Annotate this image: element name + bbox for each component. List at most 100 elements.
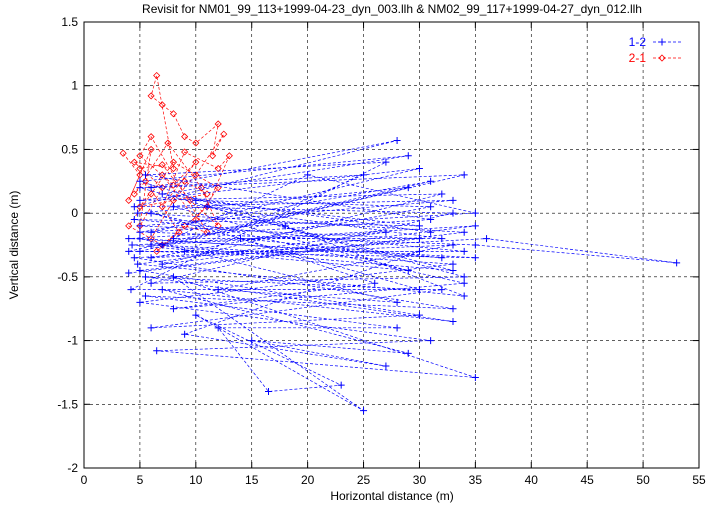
x-tick-label: 15 [245, 473, 259, 487]
data-point [128, 241, 136, 249]
data-point [147, 228, 155, 236]
y-tick-label: 0 [71, 206, 78, 220]
y-tick-label: -1.5 [57, 397, 78, 411]
data-point [192, 311, 200, 319]
data-point [360, 171, 368, 179]
data-point [136, 203, 144, 211]
data-point [192, 158, 200, 166]
data-point [147, 254, 155, 262]
data-point [147, 241, 155, 249]
data-point [360, 407, 368, 415]
data-point [134, 209, 142, 217]
data-point [214, 164, 222, 173]
legend-label: 1-2 [629, 35, 647, 49]
data-point [169, 203, 177, 211]
y-tick-label: 1 [71, 79, 78, 93]
data-point [147, 209, 155, 217]
data-point [393, 324, 401, 332]
data-point [153, 71, 161, 80]
data-point [265, 388, 272, 396]
data-point [471, 209, 479, 217]
data-point [125, 235, 133, 243]
data-point [141, 177, 150, 185]
data-point [449, 266, 457, 274]
x-tick-label: 30 [413, 473, 427, 487]
data-point [415, 286, 423, 294]
data-point [147, 145, 155, 153]
data-point [427, 203, 435, 211]
data-point [130, 203, 138, 211]
data-point [134, 260, 142, 268]
data-point [130, 254, 138, 262]
data-point [203, 203, 211, 211]
data-point [449, 305, 457, 313]
y-tick-label: -2 [67, 461, 78, 475]
x-tick-label: 20 [301, 473, 315, 487]
data-point [415, 311, 423, 319]
data-point [169, 158, 178, 166]
data-point [449, 260, 457, 268]
legend-label: 2-1 [629, 51, 647, 65]
x-tick-label: 5 [137, 473, 144, 487]
data-point [136, 164, 144, 173]
data-point [169, 110, 178, 118]
data-point [147, 324, 155, 332]
data-point [181, 177, 189, 185]
x-tick-label: 35 [469, 473, 483, 487]
data-point [142, 171, 149, 179]
data-point [136, 266, 144, 274]
data-point [158, 101, 166, 109]
data-point [136, 222, 144, 230]
data-point [158, 286, 166, 294]
data-point [382, 228, 390, 236]
data-point [471, 374, 479, 382]
data-point [415, 165, 423, 173]
x-tick-label: 10 [189, 473, 203, 487]
y-tick-label: -0.5 [57, 270, 78, 284]
data-point [483, 235, 491, 243]
x-axis-label: Horizontal distance (m) [330, 489, 453, 503]
x-tick-label: 55 [692, 473, 706, 487]
data-point [142, 292, 149, 300]
data-point [404, 152, 412, 160]
data-point [382, 362, 390, 370]
data-point [125, 196, 133, 204]
data-point [147, 279, 155, 287]
data-point [214, 222, 222, 230]
data-point [237, 235, 245, 243]
data-point [471, 241, 479, 249]
data-point [127, 286, 135, 294]
data-point [125, 222, 133, 230]
data-point [169, 164, 178, 173]
data-point [449, 241, 457, 249]
data-point [460, 292, 468, 300]
data-point [136, 298, 144, 306]
data-point [158, 190, 166, 198]
data-point [427, 177, 435, 185]
data-point [438, 286, 446, 294]
data-point [438, 190, 446, 198]
data-point [147, 92, 155, 100]
data-point [427, 216, 435, 224]
series-line-1-2 [128, 140, 677, 412]
data-point [404, 184, 412, 192]
series-line-2-1 [122, 75, 230, 252]
data-point [658, 38, 666, 46]
data-point [136, 184, 144, 192]
data-point [471, 254, 479, 262]
data-point [415, 222, 423, 230]
data-point [181, 247, 189, 255]
data-point [248, 337, 256, 345]
x-tick-label: 0 [81, 473, 88, 487]
data-point [158, 260, 166, 268]
data-point [136, 235, 144, 243]
data-point [125, 269, 133, 277]
data-point [136, 196, 144, 204]
data-point [209, 152, 217, 160]
y-tick-label: 1.5 [61, 15, 78, 29]
data-point [415, 235, 423, 243]
data-point [153, 347, 161, 355]
data-point [460, 247, 468, 255]
data-point [158, 241, 166, 249]
